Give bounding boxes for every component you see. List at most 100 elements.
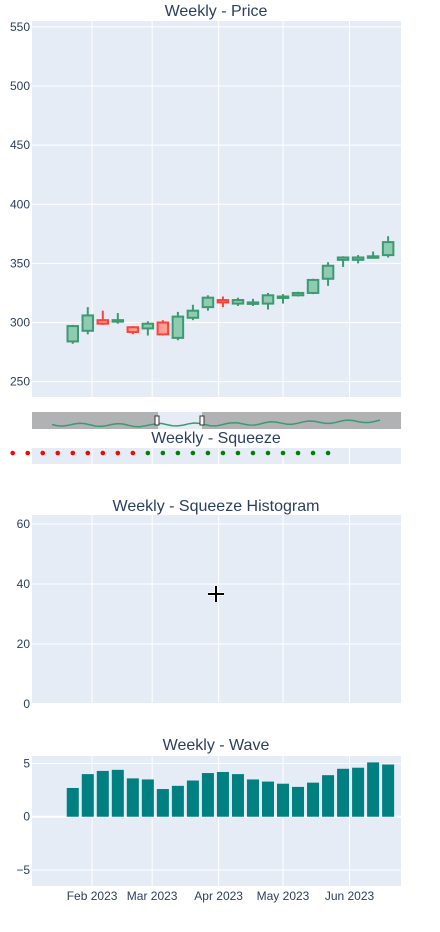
candle-body[interactable] — [366, 255, 380, 259]
wave-bar[interactable] — [276, 783, 290, 817]
candle-body[interactable] — [336, 256, 350, 261]
candle-body[interactable] — [321, 264, 335, 280]
y-tick-label: 500 — [10, 79, 30, 93]
price-candles[interactable] — [66, 236, 395, 344]
histogram-gridlines — [32, 515, 401, 705]
histogram-title: Weekly - Squeeze Histogram — [113, 498, 320, 515]
wave-bar[interactable] — [156, 789, 169, 817]
candle-body[interactable] — [126, 326, 140, 333]
x-tick-label: Jun 2023 — [325, 889, 375, 903]
candle-body[interactable] — [231, 299, 245, 305]
candle-body[interactable] — [261, 294, 275, 305]
candle-body[interactable] — [171, 315, 185, 339]
squeeze-on-marker[interactable] — [25, 450, 31, 456]
range-slider-handle-right[interactable] — [199, 415, 205, 426]
candle-body[interactable] — [381, 241, 395, 257]
wave-bar[interactable] — [186, 780, 199, 817]
candle-body[interactable] — [306, 278, 320, 294]
squeeze-on-marker[interactable] — [130, 450, 136, 456]
price-panel: 250 300 350 400 450 500 550 Weekly - Price — [10, 3, 401, 397]
candle-body[interactable] — [81, 314, 95, 332]
wave-bar[interactable] — [246, 779, 259, 817]
candle-body[interactable] — [96, 319, 110, 325]
price-y-axis: 250 300 350 400 450 500 550 — [10, 20, 30, 389]
y-tick-label: 40 — [17, 577, 31, 591]
candle-body[interactable] — [111, 319, 125, 323]
y-tick-label: 350 — [10, 256, 30, 270]
squeeze-on-marker[interactable] — [40, 450, 46, 456]
price-plot-background — [32, 21, 401, 397]
candle-body[interactable] — [186, 309, 200, 319]
wave-bar[interactable] — [322, 775, 335, 817]
wave-bar[interactable] — [126, 778, 139, 817]
squeeze-off-marker[interactable] — [205, 450, 211, 456]
candle-body[interactable] — [141, 322, 155, 330]
wave-bar[interactable] — [66, 787, 79, 817]
range-slider-handle-left[interactable] — [154, 415, 160, 426]
wave-bar[interactable] — [96, 770, 109, 817]
candle-body[interactable] — [156, 321, 170, 336]
y-tick-label: 20 — [17, 637, 31, 651]
y-tick-label: 400 — [10, 197, 30, 211]
squeeze-off-marker[interactable] — [160, 450, 166, 456]
squeeze-on-marker[interactable] — [10, 450, 15, 456]
squeeze-off-marker[interactable] — [325, 450, 331, 456]
candle-body[interactable] — [216, 299, 230, 304]
wave-bar[interactable] — [337, 768, 350, 817]
squeeze-off-marker[interactable] — [265, 450, 271, 456]
squeeze-on-marker[interactable] — [55, 450, 61, 456]
squeeze-off-marker[interactable] — [310, 450, 316, 456]
squeeze-on-marker[interactable] — [85, 450, 91, 456]
squeeze-off-marker[interactable] — [190, 450, 196, 456]
squeeze-panel: Weekly - Squeeze — [10, 430, 401, 464]
histogram-y-axis: 0 20 40 60 — [17, 517, 31, 711]
wave-panel: −5 0 5 Feb 2023 Mar 2023 Apr 2023 May 2023 Jun… — [16, 737, 401, 903]
candle-body[interactable] — [291, 291, 305, 297]
squeeze-off-marker[interactable] — [220, 450, 226, 456]
candle-body[interactable] — [246, 301, 260, 305]
wave-bars[interactable] — [66, 762, 395, 817]
price-title: Weekly - Price — [165, 3, 268, 20]
wave-bar[interactable] — [141, 779, 154, 817]
crosshair-move-cursor-icon — [208, 586, 224, 602]
wave-bar[interactable] — [81, 774, 94, 817]
candle-body[interactable] — [66, 325, 80, 343]
wave-bar[interactable] — [111, 769, 124, 817]
y-tick-label: 0 — [23, 697, 30, 711]
wave-bar[interactable] — [367, 762, 380, 817]
x-tick-label: May 2023 — [257, 889, 310, 903]
wave-bar[interactable] — [201, 773, 214, 817]
squeeze-markers[interactable] — [10, 450, 331, 456]
wave-bar[interactable] — [231, 774, 244, 817]
y-tick-label: 450 — [10, 138, 30, 152]
candle-body[interactable] — [351, 256, 365, 261]
squeeze-gridlines — [91, 448, 351, 464]
wave-bar[interactable] — [171, 785, 184, 817]
y-tick-label: 5 — [23, 756, 30, 770]
y-tick-label: 550 — [10, 20, 30, 34]
squeeze-on-marker[interactable] — [100, 450, 106, 456]
x-tick-label: Apr 2023 — [194, 889, 243, 903]
wave-y-axis: −5 0 5 — [16, 756, 30, 877]
x-tick-label: Mar 2023 — [127, 889, 178, 903]
squeeze-off-marker[interactable] — [280, 450, 286, 456]
wave-bar[interactable] — [292, 786, 305, 817]
wave-bar[interactable] — [216, 771, 229, 817]
wave-bar[interactable] — [382, 764, 395, 817]
squeeze-on-marker[interactable] — [70, 450, 76, 456]
squeeze-off-marker[interactable] — [235, 450, 241, 456]
wave-bar[interactable] — [261, 781, 274, 817]
range-slider[interactable] — [32, 412, 401, 429]
squeeze-off-marker[interactable] — [295, 450, 301, 456]
squeeze-off-marker[interactable] — [175, 450, 181, 456]
candle-body[interactable] — [276, 295, 290, 299]
wave-bar[interactable] — [307, 782, 320, 817]
squeeze-off-marker[interactable] — [145, 450, 151, 456]
wave-bar[interactable] — [352, 767, 365, 817]
squeeze-on-marker[interactable] — [115, 450, 121, 456]
y-tick-label: −5 — [16, 863, 30, 877]
squeeze-off-marker[interactable] — [250, 450, 256, 456]
y-tick-label: 60 — [17, 517, 31, 531]
histogram-plot-background — [32, 515, 401, 704]
candle-body[interactable] — [201, 296, 215, 309]
